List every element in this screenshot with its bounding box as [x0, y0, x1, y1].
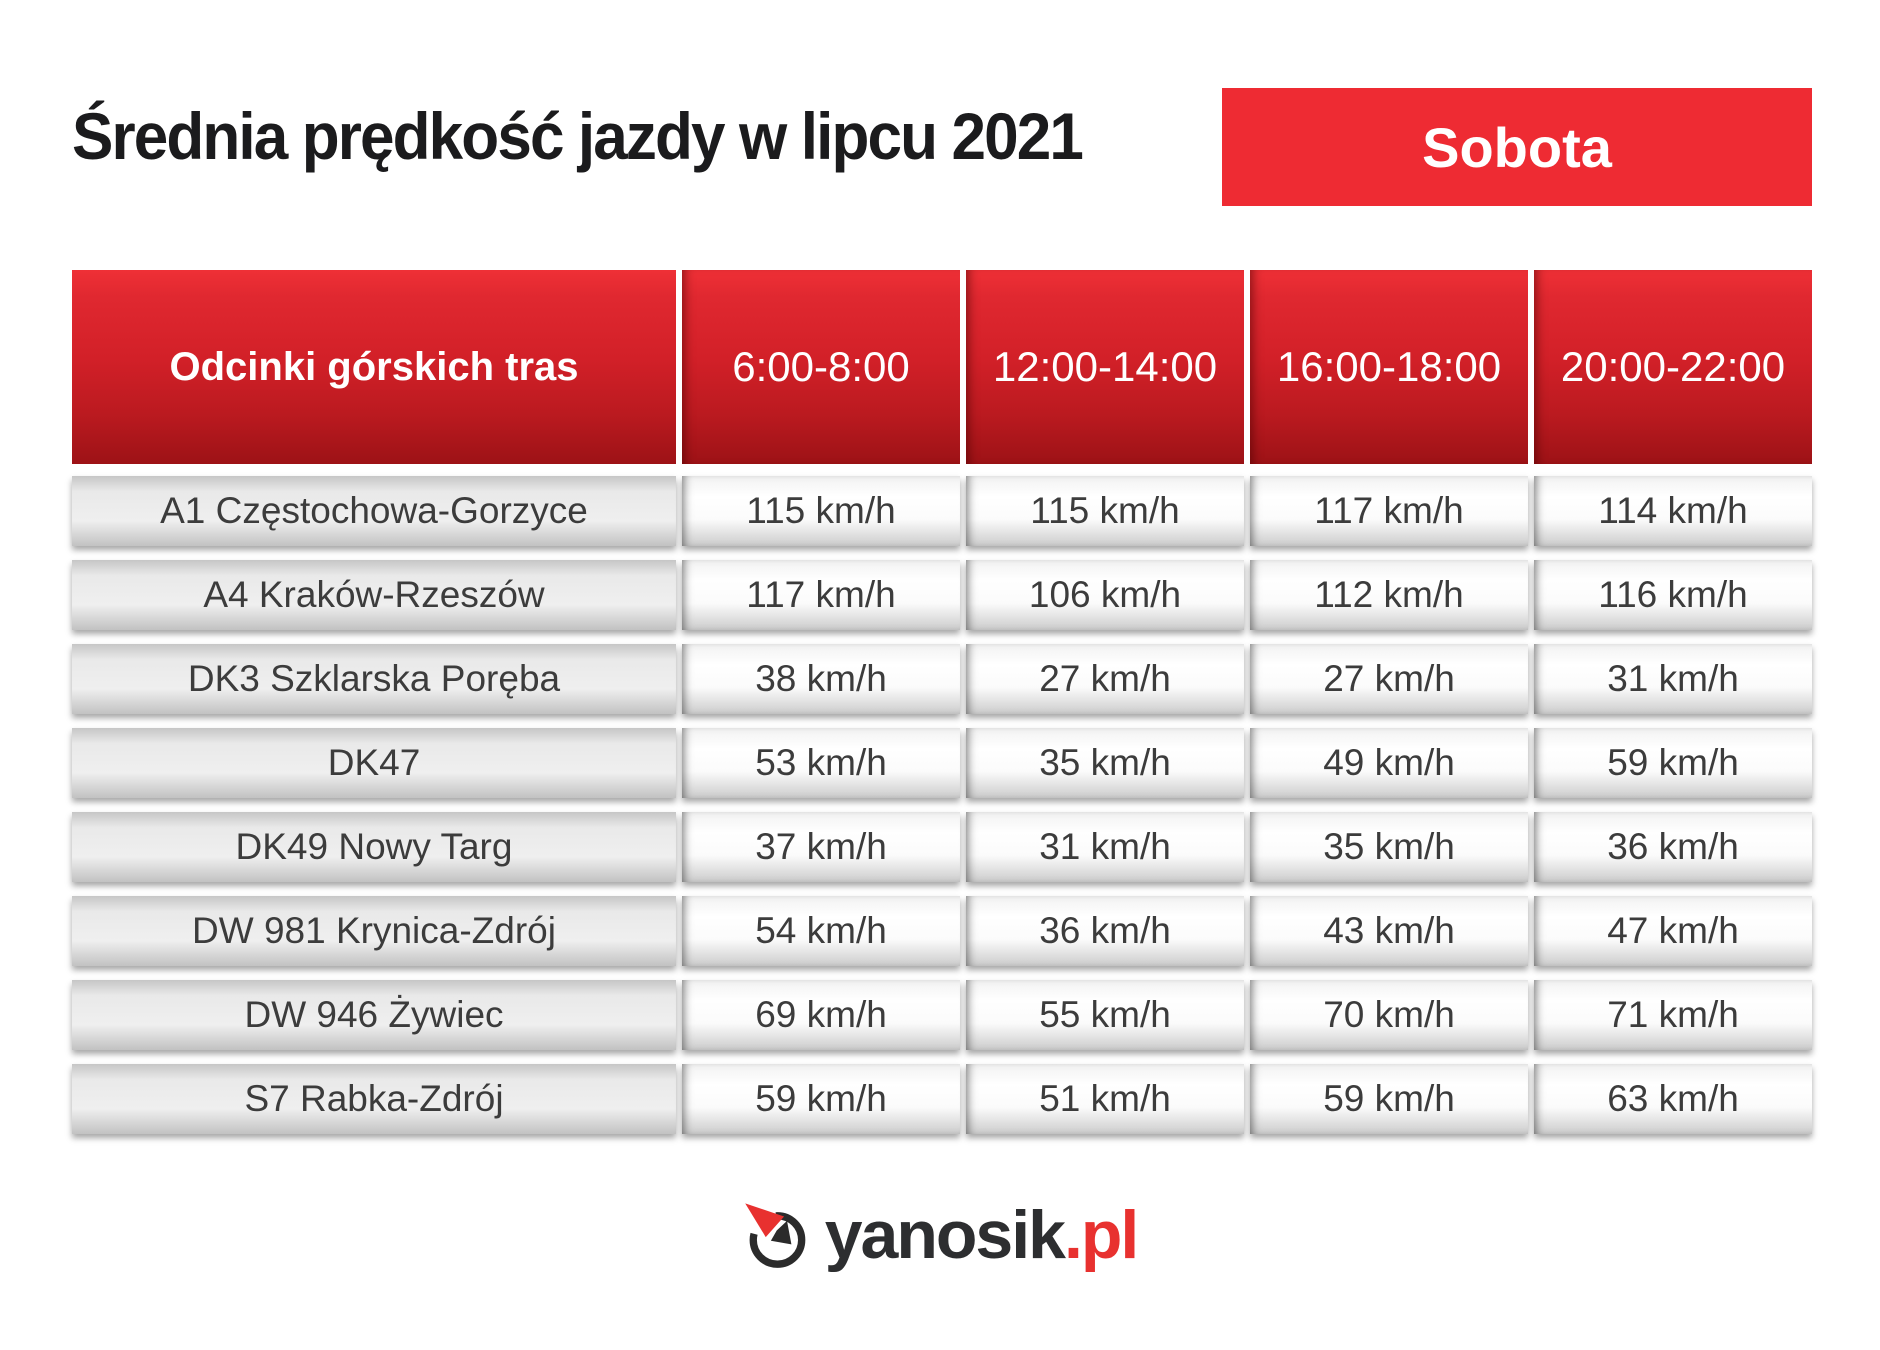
speed-cell: 36 km/h — [966, 896, 1244, 966]
route-cell: DK47 — [72, 728, 676, 798]
speed-cell: 115 km/h — [966, 476, 1244, 546]
speed-cell: 27 km/h — [1250, 644, 1528, 714]
speed-cell: 43 km/h — [1250, 896, 1528, 966]
speed-cell: 63 km/h — [1534, 1064, 1812, 1134]
speed-cell: 51 km/h — [966, 1064, 1244, 1134]
day-badge: Sobota — [1222, 88, 1812, 206]
time-column-header: 6:00-8:00 — [682, 270, 960, 464]
speed-cell: 35 km/h — [966, 728, 1244, 798]
speed-cell: 114 km/h — [1534, 476, 1812, 546]
speed-cell: 54 km/h — [682, 896, 960, 966]
route-cell: A4 Kraków-Rzeszów — [72, 560, 676, 630]
speed-cell: 55 km/h — [966, 980, 1244, 1050]
route-cell: DW 981 Krynica-Zdrój — [72, 896, 676, 966]
speed-cell: 70 km/h — [1250, 980, 1528, 1050]
speed-cell: 112 km/h — [1250, 560, 1528, 630]
speed-cell: 31 km/h — [1534, 644, 1812, 714]
speed-cell: 117 km/h — [1250, 476, 1528, 546]
table-body: A1 Częstochowa-Gorzyce 115 km/h 115 km/h 1… — [72, 476, 1812, 1134]
table-row: DK49 Nowy Targ 37 km/h 31 km/h 35 km/h 36 k… — [72, 812, 1812, 882]
navigation-arrow-icon — [744, 1203, 806, 1268]
time-column-header: 20:00-22:00 — [1534, 270, 1812, 464]
table-row: S7 Rabka-Zdrój 59 km/h 51 km/h 59 km/h 63 k… — [72, 1064, 1812, 1134]
speed-table: Odcinki górskich tras 6:00-8:00 12:00-14… — [72, 270, 1812, 1134]
table-row: A1 Częstochowa-Gorzyce 115 km/h 115 km/h 1… — [72, 476, 1812, 546]
logo-brand-text: yanosik — [824, 1196, 1066, 1273]
speed-cell: 71 km/h — [1534, 980, 1812, 1050]
table-row: DK3 Szklarska Poręba 38 km/h 27 km/h 27 km… — [72, 644, 1812, 714]
table-row: DW 981 Krynica-Zdrój 54 km/h 36 km/h 43 km… — [72, 896, 1812, 966]
logo-tld-text: .pl — [1063, 1196, 1139, 1273]
route-cell: A1 Częstochowa-Gorzyce — [72, 476, 676, 546]
speed-cell: 117 km/h — [682, 560, 960, 630]
speed-cell: 27 km/h — [966, 644, 1244, 714]
speed-cell: 31 km/h — [966, 812, 1244, 882]
time-column-header: 12:00-14:00 — [966, 270, 1244, 464]
speed-cell: 49 km/h — [1250, 728, 1528, 798]
route-cell: DK3 Szklarska Poręba — [72, 644, 676, 714]
speed-cell: 116 km/h — [1534, 560, 1812, 630]
page-title: Średnia prędkość jazdy w lipcu 2021 — [72, 99, 1084, 173]
route-column-header: Odcinki górskich tras — [72, 270, 676, 464]
speed-cell: 59 km/h — [682, 1064, 960, 1134]
speed-cell: 59 km/h — [1534, 728, 1812, 798]
table-row: DW 946 Żywiec 69 km/h 55 km/h 70 km/h 71 km… — [72, 980, 1812, 1050]
speed-cell: 37 km/h — [682, 812, 960, 882]
route-cell: DW 946 Żywiec — [72, 980, 676, 1050]
table-row: A4 Kraków-Rzeszów 117 km/h 106 km/h 112 km… — [72, 560, 1812, 630]
speed-cell: 106 km/h — [966, 560, 1244, 630]
speed-cell: 35 km/h — [1250, 812, 1528, 882]
speed-cell: 38 km/h — [682, 644, 960, 714]
speed-cell: 59 km/h — [1250, 1064, 1528, 1134]
route-cell: DK49 Nowy Targ — [72, 812, 676, 882]
route-cell: S7 Rabka-Zdrój — [72, 1064, 676, 1134]
table-row: DK47 53 km/h 35 km/h 49 km/h 59 km/h — [72, 728, 1812, 798]
speed-cell: 69 km/h — [682, 980, 960, 1050]
table-header-row: Odcinki górskich tras 6:00-8:00 12:00-14… — [72, 270, 1812, 464]
speed-cell: 115 km/h — [682, 476, 960, 546]
yanosik-logo: yanosik.pl — [0, 1196, 1880, 1273]
speed-cell: 47 km/h — [1534, 896, 1812, 966]
speed-cell: 36 km/h — [1534, 812, 1812, 882]
time-column-header: 16:00-18:00 — [1250, 270, 1528, 464]
speed-cell: 53 km/h — [682, 728, 960, 798]
logo-wordmark: yanosik.pl — [825, 1201, 1140, 1269]
